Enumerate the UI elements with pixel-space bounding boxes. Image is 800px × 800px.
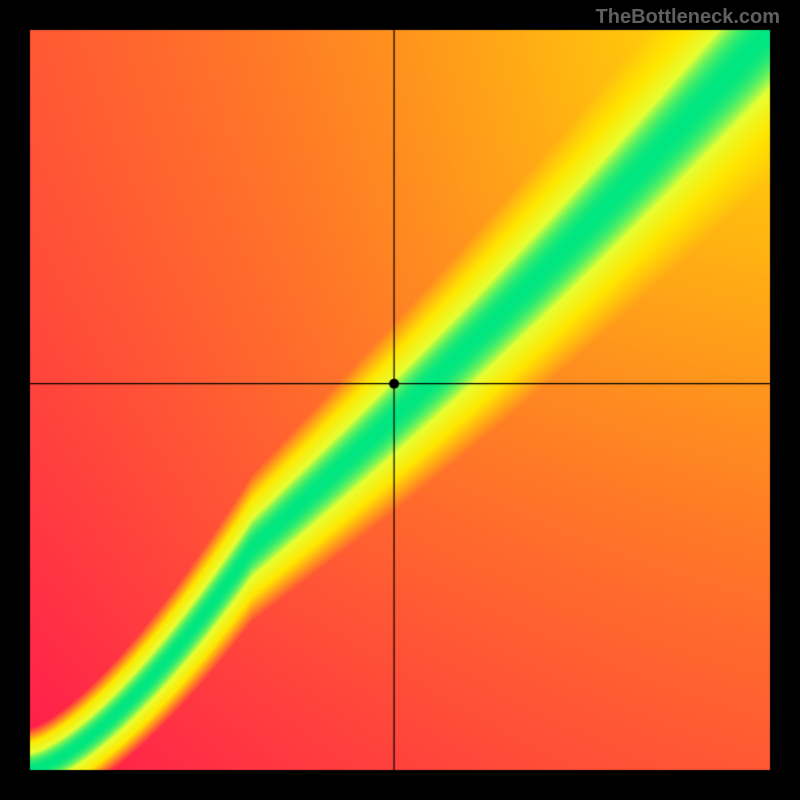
bottleneck-heatmap-canvas [0, 0, 800, 800]
watermark-text: TheBottleneck.com [596, 6, 780, 29]
bottleneck-chart-container: TheBottleneck.com [0, 0, 800, 800]
